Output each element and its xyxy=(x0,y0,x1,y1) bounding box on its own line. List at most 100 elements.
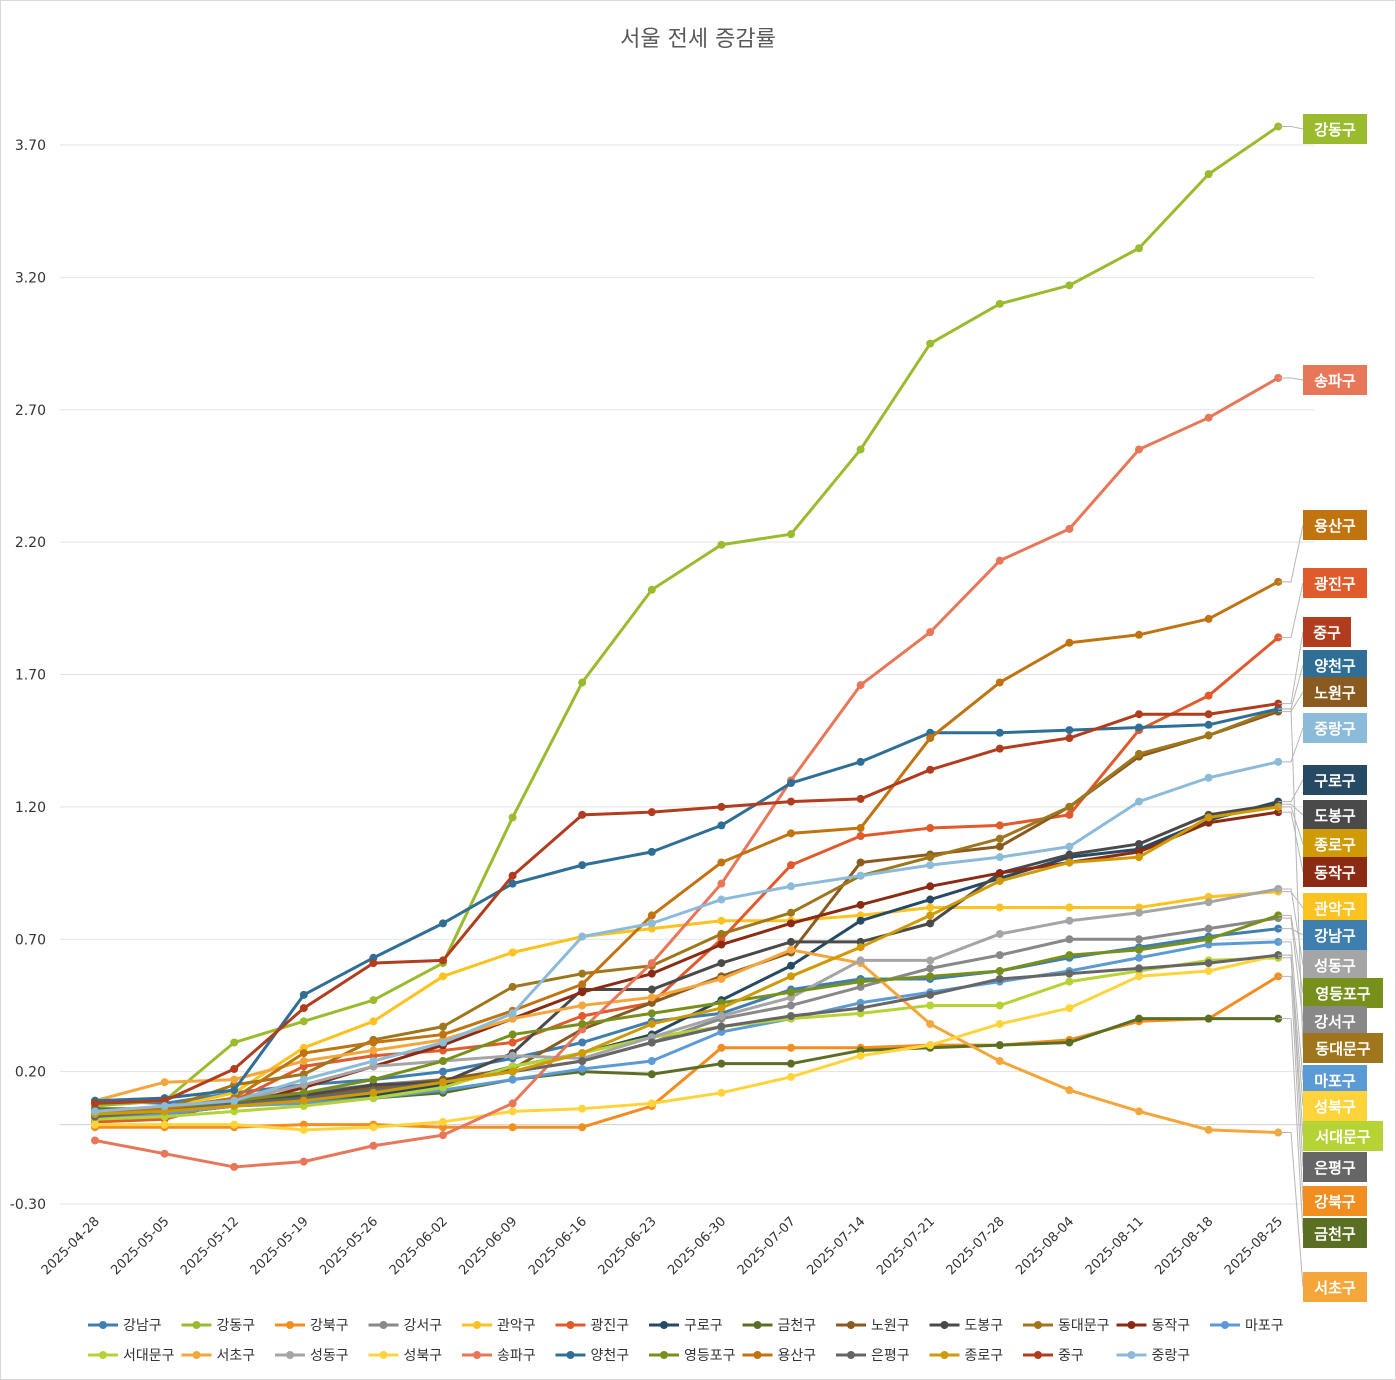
data-point xyxy=(369,1017,378,1026)
data-point xyxy=(787,1072,795,1081)
data-point xyxy=(1065,951,1074,960)
data-point xyxy=(787,797,795,806)
data-point xyxy=(926,956,935,965)
data-point xyxy=(578,1064,587,1073)
data-point xyxy=(1135,749,1143,758)
leader-line xyxy=(1278,806,1304,845)
end-label-box xyxy=(1303,765,1367,795)
data-point xyxy=(995,556,1004,565)
data-point xyxy=(1135,723,1143,732)
end-label-text: 관악구 xyxy=(1314,900,1356,918)
data-point xyxy=(439,1067,447,1076)
data-point xyxy=(787,1059,795,1068)
data-point xyxy=(508,813,517,822)
data-point xyxy=(369,996,378,1005)
data-point xyxy=(578,1123,587,1132)
data-point xyxy=(508,1030,517,1039)
legend-swatch-point xyxy=(566,1351,575,1359)
data-point xyxy=(787,779,795,788)
legend-swatch-point xyxy=(473,1321,481,1329)
chart-title: 서울 전세 증감률 xyxy=(620,27,776,52)
end-label-box xyxy=(1303,1218,1367,1248)
data-point xyxy=(230,1162,239,1171)
data-point xyxy=(91,1120,99,1129)
end-label-box xyxy=(1303,950,1367,980)
data-point xyxy=(856,824,865,833)
legend-item: 동작구 xyxy=(1116,1318,1191,1334)
data-point xyxy=(439,1030,447,1039)
data-point xyxy=(1204,935,1213,944)
legend-label: 동작구 xyxy=(1152,1318,1191,1334)
data-point xyxy=(926,903,935,912)
legend-swatch-point xyxy=(1221,1321,1229,1329)
data-point xyxy=(647,808,656,817)
data-point xyxy=(1065,858,1074,867)
data-point xyxy=(717,1088,726,1097)
leader-line xyxy=(1278,524,1304,583)
legend-item: 노원구 xyxy=(836,1318,910,1334)
legend-label: 은평구 xyxy=(871,1348,910,1364)
y-axis: 3.70 3.20 2.70 2.20 1.70 1.20 0.70 0.20 -0.30 xyxy=(10,138,46,1213)
data-point xyxy=(995,1041,1004,1050)
data-point xyxy=(856,445,865,454)
end-label-box xyxy=(1303,829,1367,859)
data-point xyxy=(856,871,865,880)
data-point xyxy=(1204,170,1213,179)
data-point xyxy=(995,821,1004,830)
legend-label: 강서구 xyxy=(404,1318,443,1334)
data-point xyxy=(787,945,795,954)
series-중구 xyxy=(91,699,1283,1108)
y-tick-label: 2.20 xyxy=(15,535,46,551)
end-labels: 강동구송파구용산구광진구중구양천구노원구중랑구구로구도봉구종로구동작구관악구강남… xyxy=(1278,114,1383,1302)
data-point xyxy=(856,900,865,909)
end-label-text: 영등포구 xyxy=(1315,985,1370,1003)
legend-label: 강북구 xyxy=(310,1318,349,1334)
data-point xyxy=(856,977,865,986)
data-point xyxy=(578,1012,587,1021)
series-line xyxy=(94,940,1279,1121)
data-point xyxy=(995,299,1004,308)
data-point xyxy=(299,1004,308,1013)
data-point xyxy=(856,956,865,965)
data-point xyxy=(787,972,795,981)
data-point xyxy=(1204,731,1213,740)
data-point xyxy=(717,879,726,888)
legend-item: 구로구 xyxy=(649,1318,723,1334)
data-point xyxy=(926,628,935,637)
data-point xyxy=(439,1057,447,1066)
end-label-text: 강남구 xyxy=(1314,927,1356,945)
y-tick-label: 3.70 xyxy=(15,138,46,154)
data-point xyxy=(230,1038,239,1047)
legend-label: 강동구 xyxy=(217,1318,256,1334)
legend-swatch-point xyxy=(940,1351,949,1359)
end-label-text: 성북구 xyxy=(1314,1098,1356,1116)
data-point xyxy=(856,681,865,690)
data-point xyxy=(439,1038,447,1047)
data-point xyxy=(230,1120,239,1129)
data-point xyxy=(926,964,935,973)
data-point xyxy=(230,1086,239,1095)
legend-item: 도봉구 xyxy=(929,1318,1003,1334)
legend-item: 용산구 xyxy=(742,1348,816,1364)
leader-line xyxy=(1278,727,1304,763)
data-point xyxy=(1135,1014,1143,1023)
data-point xyxy=(995,678,1004,687)
data-point xyxy=(1065,638,1074,647)
leader-line xyxy=(1278,1132,1304,1288)
data-point xyxy=(1065,850,1074,859)
series-line xyxy=(94,125,1280,1108)
data-point xyxy=(508,1009,517,1018)
series-line xyxy=(94,805,1279,1116)
data-point xyxy=(508,948,517,957)
data-point xyxy=(647,1057,656,1066)
data-point xyxy=(856,1004,865,1013)
data-point xyxy=(1135,1107,1143,1116)
series-line xyxy=(94,636,1280,1124)
data-point xyxy=(1204,813,1213,822)
end-label: 도봉구 xyxy=(1278,800,1367,830)
end-label: 성동구 xyxy=(1278,888,1367,980)
series-line xyxy=(94,948,1279,1135)
end-label-text: 마포구 xyxy=(1314,1072,1356,1090)
series-line xyxy=(94,702,1279,1105)
legend-swatch-point xyxy=(940,1321,949,1329)
